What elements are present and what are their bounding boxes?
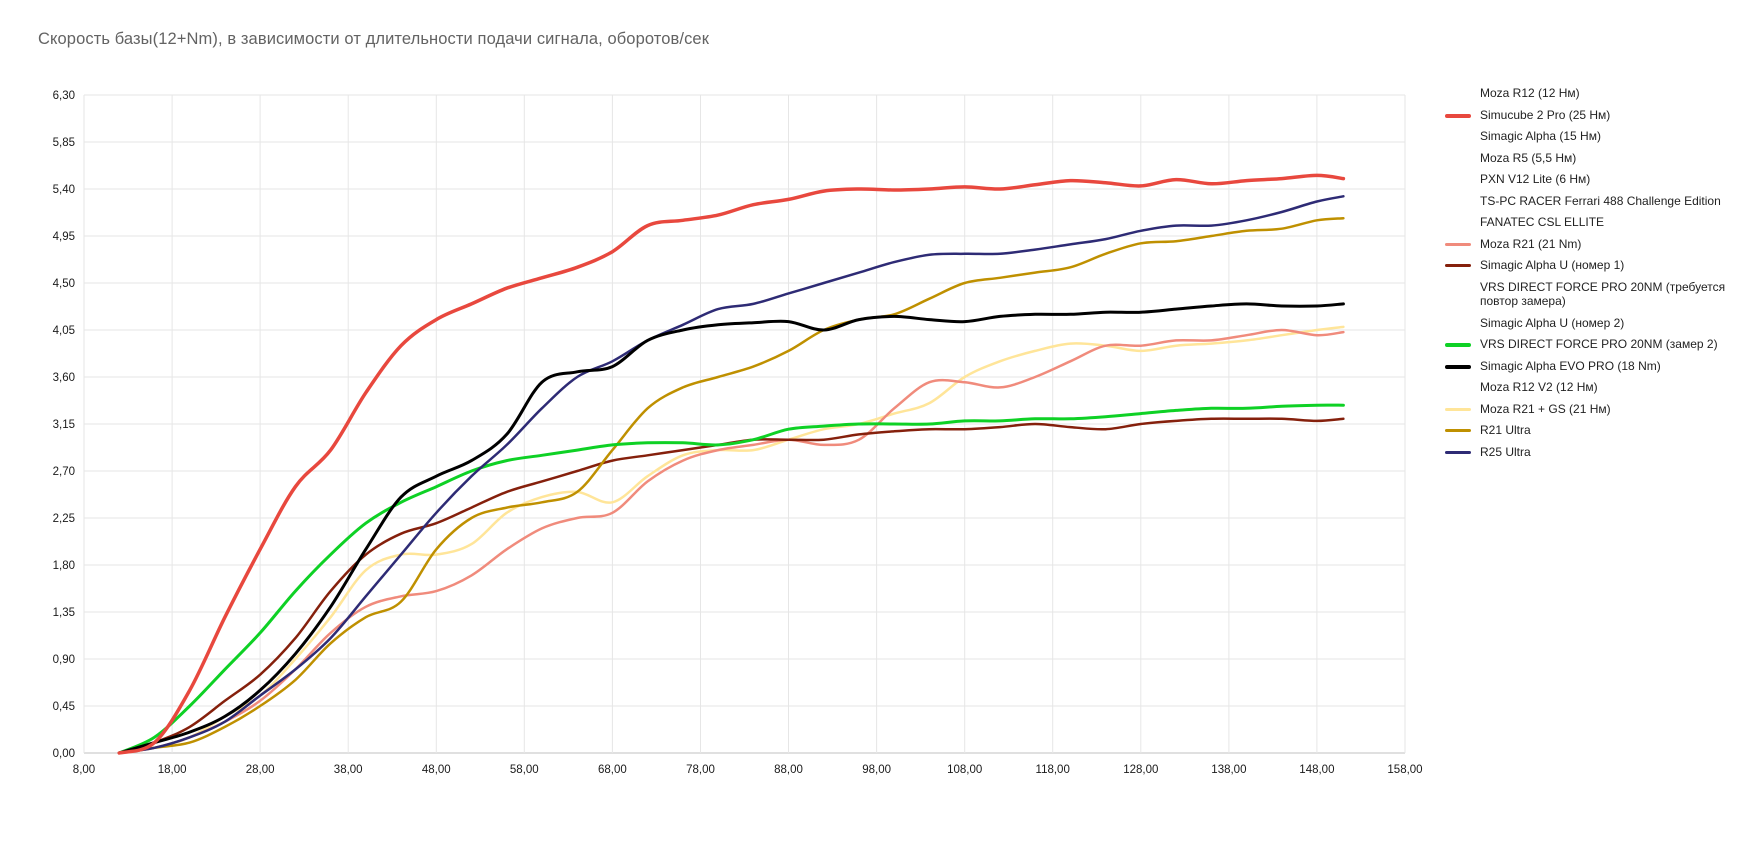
- y-axis-tick-label: 1,35: [53, 607, 75, 619]
- legend-item: TS-PC RACER Ferrari 488 Challenge Editio…: [1445, 194, 1735, 209]
- legend-label: Moza R21 + GS (21 Нм): [1480, 401, 1611, 416]
- series-line: [117, 173, 1346, 755]
- legend-swatch: [1445, 178, 1471, 181]
- x-axis-tick-label: 138,00: [1211, 764, 1246, 776]
- y-axis-tick-label: 3,15: [53, 419, 75, 431]
- legend-label: TS-PC RACER Ferrari 488 Challenge Editio…: [1480, 193, 1721, 208]
- legend-label: Simagic Alpha U (номер 1): [1480, 258, 1625, 272]
- chart-title: Скорость базы(12+Nm), в зависимости от д…: [38, 30, 710, 48]
- series-line: [117, 195, 1345, 755]
- legend-swatch: [1445, 450, 1471, 454]
- legend-item: Moza R12 V2 (12 Нм): [1445, 380, 1735, 395]
- legend-item: Simagic Alpha U (номер 1): [1445, 258, 1735, 273]
- legend-item: Simagic Alpha U (номер 2): [1445, 316, 1735, 331]
- legend-swatch: [1445, 113, 1471, 118]
- legend-label: PXN V12 Lite (6 Нм): [1480, 172, 1591, 186]
- legend-swatch: [1445, 407, 1471, 411]
- legend-item: R25 Ultra: [1445, 445, 1735, 460]
- legend-swatch: [1445, 221, 1471, 224]
- legend-item: VRS DIRECT FORCE PRO 20NM (требуется пов…: [1445, 280, 1735, 309]
- x-axis-tick-label: 148,00: [1299, 764, 1334, 776]
- legend-swatch: [1445, 343, 1471, 347]
- legend-item: Moza R5 (5,5 Нм): [1445, 151, 1735, 166]
- y-axis-tick-label: 4,95: [53, 231, 75, 243]
- y-axis-tick-label: 0,00: [53, 748, 75, 760]
- x-axis-tick-label: 8,00: [73, 764, 95, 776]
- x-axis-tick-label: 28,00: [246, 764, 275, 776]
- x-axis-tick-label: 68,00: [598, 764, 627, 776]
- x-axis-tick-label: 78,00: [686, 764, 715, 776]
- series-line: [117, 325, 1345, 755]
- y-axis-tick-label: 6,30: [53, 90, 75, 102]
- legend-swatch: [1445, 135, 1471, 138]
- legend-label: Simagic Alpha (15 Нм): [1480, 129, 1601, 143]
- legend-swatch: [1445, 321, 1471, 325]
- legend-label: R21 Ultra: [1480, 423, 1531, 437]
- y-axis-tick-label: 4,05: [53, 325, 75, 337]
- legend-label: Moza R12 (12 Нм): [1480, 86, 1580, 100]
- legend-label: Moza R12 V2 (12 Нм): [1480, 380, 1598, 394]
- legend-label: VRS DIRECT FORCE PRO 20NM (замер 2): [1480, 337, 1718, 351]
- y-axis-tick-label: 5,40: [53, 184, 75, 196]
- y-axis-tick-label: 3,60: [53, 372, 75, 384]
- legend-item: Moza R12 (12 Нм): [1445, 86, 1735, 101]
- legend-label: VRS DIRECT FORCE PRO 20NM (требуется пов…: [1480, 279, 1726, 309]
- legend-item: R21 Ultra: [1445, 423, 1735, 438]
- y-axis-tick-label: 0,45: [53, 701, 75, 713]
- legend-swatch: [1445, 364, 1471, 369]
- x-axis-tick-label: 158,00: [1387, 764, 1422, 776]
- series-line: [117, 403, 1345, 755]
- x-axis-tick-label: 58,00: [510, 764, 539, 776]
- legend-label: Moza R5 (5,5 Нм): [1480, 150, 1577, 165]
- y-axis-tick-label: 5,85: [53, 137, 75, 149]
- legend-item: Simagic Alpha EVO PRO (18 Nm): [1445, 359, 1735, 374]
- x-axis-tick-label: 118,00: [1036, 764, 1070, 776]
- y-axis-tick-label: 4,50: [53, 278, 75, 290]
- y-axis-tick-label: 2,25: [53, 513, 75, 525]
- legend-swatch: [1445, 429, 1471, 432]
- series-line: [117, 302, 1345, 755]
- legend-item: Moza R21 (21 Nm): [1445, 237, 1735, 252]
- legend-label: Simagic Alpha U (номер 2): [1480, 315, 1625, 330]
- legend-swatch: [1445, 264, 1471, 267]
- legend-swatch: [1445, 386, 1471, 389]
- y-axis-tick-label: 2,70: [53, 466, 75, 478]
- series-line: [117, 216, 1345, 755]
- legend-item: Moza R21 + GS (21 Нм): [1445, 402, 1735, 417]
- legend-label: Simagic Alpha EVO PRO (18 Nm): [1480, 358, 1661, 373]
- series-line: [117, 328, 1345, 755]
- x-axis-tick-label: 98,00: [862, 764, 891, 776]
- x-axis-tick-label: 88,00: [774, 764, 803, 776]
- chart-legend: Moza R12 (12 Нм) Simucube 2 Pro (25 Нм) Si…: [1445, 86, 1735, 466]
- legend-swatch: [1445, 199, 1471, 203]
- legend-item: VRS DIRECT FORCE PRO 20NM (замер 2): [1445, 337, 1735, 352]
- legend-swatch: [1445, 92, 1471, 95]
- x-axis-tick-label: 38,00: [334, 764, 363, 776]
- x-axis-tick-label: 128,00: [1123, 764, 1158, 776]
- x-axis-tick-label: 18,00: [158, 764, 187, 776]
- legend-label: Moza R21 (21 Nm): [1480, 236, 1582, 251]
- x-axis-tick-label: 48,00: [422, 764, 451, 776]
- legend-swatch: [1445, 285, 1471, 289]
- x-axis-tick-label: 108,00: [947, 764, 982, 776]
- y-axis-tick-label: 1,80: [53, 560, 75, 572]
- series-line: [117, 417, 1345, 755]
- legend-item: FANATEC CSL ELLITE: [1445, 215, 1735, 230]
- legend-label: R25 Ultra: [1480, 444, 1531, 459]
- legend-swatch: [1445, 156, 1471, 160]
- y-axis-tick-label: 0,90: [53, 654, 75, 666]
- legend-label: Simucube 2 Pro (25 Нм): [1480, 107, 1611, 122]
- legend-item: Simucube 2 Pro (25 Нм): [1445, 108, 1735, 123]
- legend-label: FANATEC CSL ELLITE: [1480, 215, 1605, 229]
- legend-item: Simagic Alpha (15 Нм): [1445, 129, 1735, 144]
- legend-item: PXN V12 Lite (6 Нм): [1445, 172, 1735, 187]
- legend-swatch: [1445, 242, 1471, 246]
